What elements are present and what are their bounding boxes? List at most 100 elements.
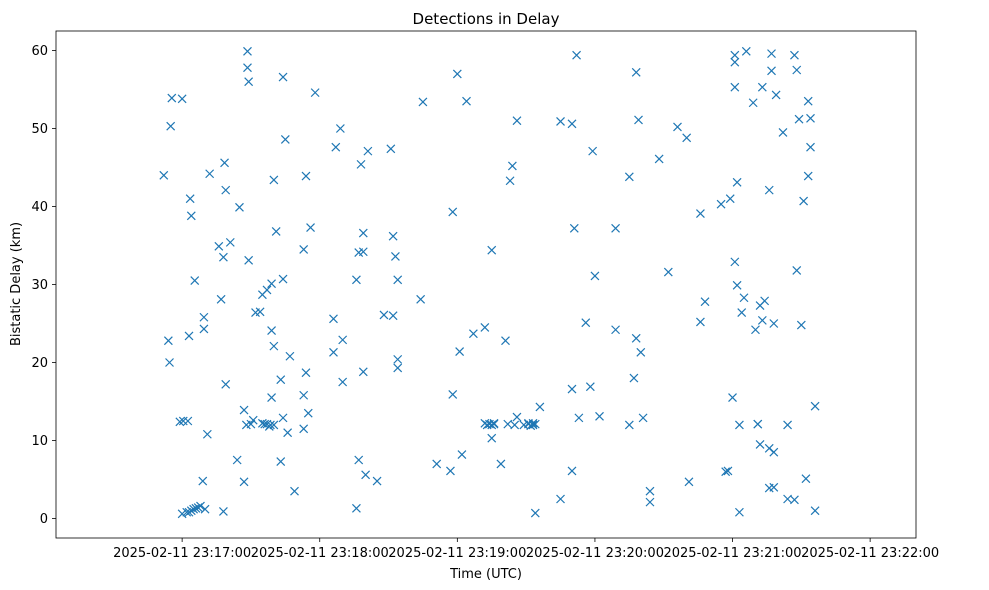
data-point [183, 416, 193, 426]
x-tick-label: 2025-02-11 23:18:00 [251, 546, 389, 561]
data-point [448, 207, 458, 217]
data-point [303, 408, 313, 418]
data-point [530, 419, 540, 429]
y-tick-label: 50 [31, 122, 48, 137]
data-point [799, 196, 809, 206]
data-point [611, 223, 620, 233]
data-point [216, 294, 226, 304]
data-point [535, 402, 545, 412]
data-point [741, 46, 751, 56]
data-point [186, 211, 196, 221]
data-point [569, 223, 579, 233]
data-point [462, 96, 471, 106]
data-point [358, 228, 368, 238]
x-tick-label: 2025-02-11 23:22:00 [801, 546, 939, 561]
data-point [556, 117, 565, 126]
data-point [790, 50, 799, 60]
data-point [159, 170, 169, 180]
data-point [682, 133, 692, 143]
data-point [299, 244, 309, 254]
data-point [588, 146, 598, 156]
data-point [199, 324, 209, 334]
y-tick-label: 60 [31, 44, 48, 59]
data-point [629, 373, 639, 383]
data-point [185, 194, 195, 204]
data-point [191, 503, 201, 513]
y-tick-label: 0 [40, 512, 48, 527]
data-point [769, 447, 779, 457]
data-point [810, 401, 820, 411]
data-point [299, 424, 309, 434]
data-point [214, 241, 224, 251]
data-point [611, 325, 620, 335]
data-point [796, 320, 806, 330]
data-point [567, 119, 577, 129]
data-point [806, 142, 815, 152]
data-point [730, 257, 740, 267]
data-point [358, 247, 368, 257]
data-point [624, 420, 634, 430]
data-point [767, 49, 776, 59]
data-point [803, 171, 813, 181]
data-point [505, 176, 515, 186]
data-point [393, 363, 403, 373]
data-point [280, 134, 290, 144]
data-point [267, 279, 276, 289]
data-point [285, 351, 295, 361]
x-tick-label: 2025-02-11 23:21:00 [663, 546, 801, 561]
x-axis-ticks: 2025-02-11 23:17:00 2025-02-11 23:18:00 20… [113, 538, 939, 561]
data-point [276, 375, 286, 385]
data-point [446, 466, 455, 476]
x-tick-label: 2025-02-11 23:17:00 [113, 546, 251, 561]
data-point [299, 390, 309, 400]
data-point [338, 377, 348, 387]
data-point [301, 368, 311, 378]
plot-area-frame [55, 30, 917, 539]
data-point [329, 347, 338, 357]
data-point [528, 420, 538, 430]
data-point [673, 122, 682, 132]
data-point [721, 467, 731, 477]
data-point [794, 114, 804, 124]
x-axis-label: Time (UTC) [449, 567, 522, 582]
data-point [806, 113, 815, 123]
data-point [243, 46, 252, 56]
data-point [283, 428, 293, 438]
data-point [487, 245, 497, 255]
data-point [165, 358, 174, 367]
data-point [778, 127, 788, 137]
data-point [269, 175, 279, 185]
data-point [792, 65, 802, 75]
data-point [624, 172, 634, 182]
data-point [792, 266, 802, 275]
data-point [730, 57, 740, 67]
data-point [358, 367, 368, 377]
data-point [269, 420, 279, 430]
data-point [631, 67, 641, 77]
data-point [416, 294, 426, 304]
y-tick-label: 10 [31, 434, 48, 449]
data-point [684, 477, 694, 487]
data-point [757, 82, 767, 92]
data-point [379, 310, 389, 320]
data-point [301, 171, 311, 181]
data-point [388, 231, 398, 241]
data-point [696, 317, 705, 327]
data-point [716, 199, 726, 209]
data-point [354, 455, 364, 465]
data-point [512, 116, 522, 126]
data-point [530, 508, 540, 518]
data-point [732, 177, 742, 187]
data-point [595, 411, 604, 421]
data-point [803, 96, 813, 106]
data-point [418, 97, 428, 107]
data-point [567, 384, 577, 394]
data-point [636, 347, 646, 357]
data-point [730, 82, 740, 92]
data-point [239, 405, 249, 415]
data-point [574, 413, 584, 423]
data-point [748, 98, 758, 108]
data-point [363, 146, 373, 156]
data-point [468, 329, 478, 339]
data-point [737, 308, 747, 318]
